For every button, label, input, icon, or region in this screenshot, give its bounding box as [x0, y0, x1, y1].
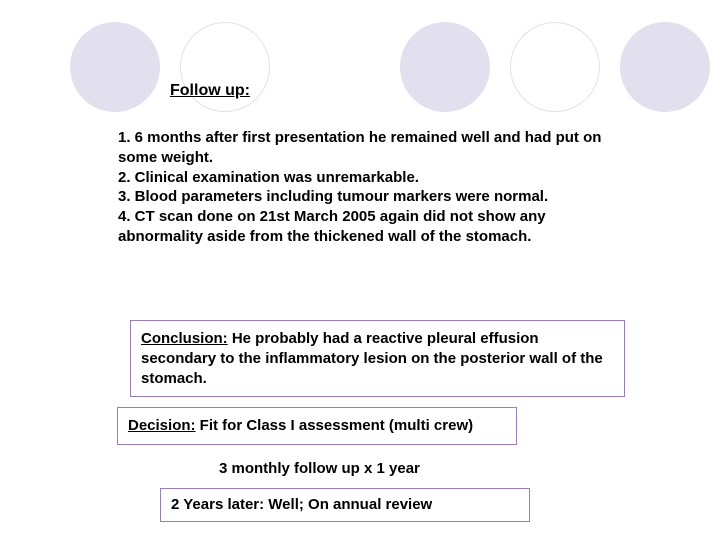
- point-2: 2. Clinical examination was unremarkable…: [118, 168, 608, 188]
- decision-text: Fit for Class I assessment (multi crew): [196, 417, 474, 434]
- background-circles: [0, 22, 720, 117]
- followup-schedule: 3 monthly follow up x 1 year: [219, 460, 420, 477]
- decision-box: Decision: Fit for Class I assessment (mu…: [117, 407, 517, 445]
- point-4: 4. CT scan done on 21st March 2005 again…: [118, 207, 608, 247]
- followup-points: 1. 6 months after first presentation he …: [118, 128, 608, 247]
- decision-label: Decision:: [128, 417, 196, 434]
- later-box: 2 Years later: Well; On annual review: [160, 488, 530, 522]
- section-heading: Follow up:: [170, 82, 250, 100]
- conclusion-box: Conclusion: He probably had a reactive p…: [130, 320, 625, 397]
- point-1: 1. 6 months after first presentation he …: [118, 128, 608, 168]
- point-3: 3. Blood parameters including tumour mar…: [118, 187, 608, 207]
- conclusion-label: Conclusion:: [141, 330, 228, 347]
